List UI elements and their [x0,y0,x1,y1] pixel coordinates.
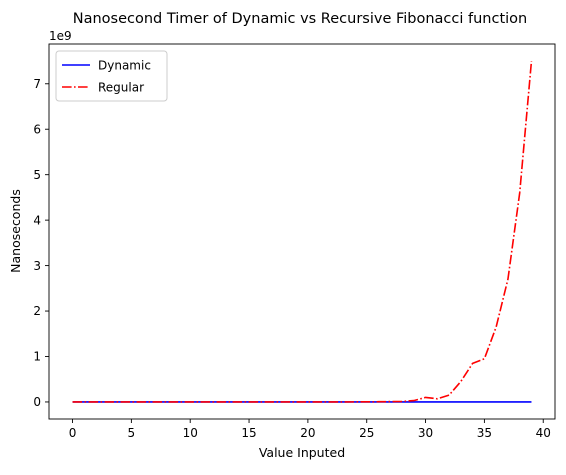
y-tick-label: 6 [33,122,41,136]
x-tick-label: 35 [477,426,492,440]
x-tick-label: 40 [536,426,551,440]
y-tick-label: 0 [33,395,41,409]
y-tick-label: 5 [33,168,41,182]
y-tick-label: 4 [33,213,41,227]
legend-label-regular: Regular [98,81,144,95]
y-tick-label: 1 [33,350,41,364]
x-tick-label: 0 [69,426,77,440]
x-tick-label: 30 [418,426,433,440]
x-axis-label: Value Inputed [259,445,345,460]
x-tick-label: 10 [183,426,198,440]
plot-area-frame [48,43,556,420]
y-tick-label: 3 [33,259,41,273]
y-axis-ticks: 0 1 2 3 4 5 6 7 [33,77,49,409]
legend-box [55,50,168,102]
series-layer [72,60,533,403]
y-tick-label: 2 [33,304,41,318]
y-axis-label: Nanoseconds [8,189,23,273]
x-axis-ticks: 0 5 10 15 20 25 30 35 40 [69,419,551,440]
x-tick-label: 15 [241,426,256,440]
x-tick-label: 25 [359,426,374,440]
y-offset-label: 1e9 [49,29,72,43]
x-tick-label: 5 [128,426,136,440]
legend: Dynamic Regular [55,50,168,102]
legend-label-dynamic: Dynamic [98,59,151,73]
chart-title: Nanosecond Timer of Dynamic vs Recursive… [73,11,528,27]
x-tick-label: 20 [300,426,315,440]
series-line-regular [72,60,533,403]
y-tick-label: 7 [33,77,41,91]
